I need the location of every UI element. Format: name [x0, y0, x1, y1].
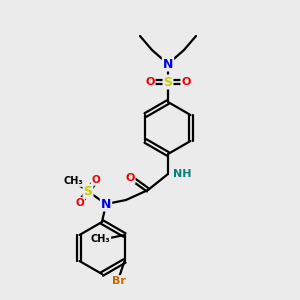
Text: Br: Br: [112, 276, 125, 286]
Text: O: O: [92, 175, 100, 185]
Text: S: S: [164, 76, 172, 88]
Text: S: S: [83, 185, 92, 198]
Text: N: N: [101, 197, 111, 211]
Text: NH: NH: [173, 169, 191, 179]
Text: CH₃: CH₃: [91, 234, 110, 244]
Text: N: N: [163, 58, 173, 70]
Text: O: O: [181, 77, 191, 87]
Text: O: O: [76, 198, 84, 208]
Text: CH₃: CH₃: [63, 176, 83, 186]
Text: O: O: [145, 77, 155, 87]
Text: O: O: [125, 173, 135, 183]
